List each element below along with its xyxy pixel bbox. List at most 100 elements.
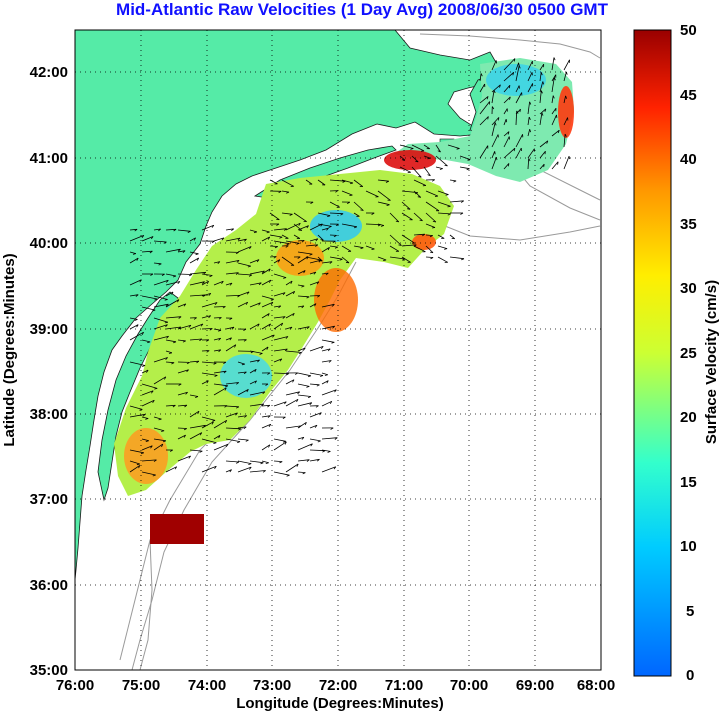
velocity-arrow-head bbox=[177, 248, 181, 252]
velocity-arrow-head bbox=[445, 194, 449, 196]
velocity-arrow-head bbox=[519, 109, 521, 113]
velocity-arrow-head bbox=[213, 362, 217, 365]
velocity-arrow-head bbox=[316, 281, 320, 285]
velocity-arrow bbox=[297, 256, 309, 264]
velocity-arrow bbox=[153, 357, 168, 363]
velocity-arrow bbox=[503, 119, 507, 126]
velocity-arrow bbox=[285, 280, 293, 286]
velocity-arrow bbox=[539, 63, 545, 71]
y-axis-ticks: 42:00 41:00 40:00 39:00 38:00 37:00 36:0… bbox=[30, 64, 68, 679]
velocity-arrow bbox=[177, 250, 186, 253]
velocity-arrow bbox=[309, 449, 326, 452]
y-tick-label: 40:00 bbox=[30, 235, 68, 252]
velocity-arrow-head bbox=[256, 259, 260, 263]
velocity-arrow bbox=[281, 212, 293, 215]
velocity-arrow bbox=[413, 212, 423, 221]
velocity-arrow-head bbox=[161, 430, 165, 432]
velocity-arrow bbox=[261, 460, 269, 464]
velocity-arrow bbox=[153, 438, 166, 442]
velocity-arrow-head bbox=[284, 348, 288, 352]
velocity-arrow-head bbox=[247, 265, 251, 268]
velocity-arrow-head bbox=[324, 374, 328, 376]
velocity-arrow-head bbox=[331, 341, 335, 344]
velocity-arrow bbox=[341, 223, 357, 228]
velocity-arrow bbox=[297, 459, 310, 462]
velocity-arrow-head bbox=[152, 309, 156, 312]
velocity-arrow-head bbox=[146, 369, 149, 373]
velocity-arrow bbox=[213, 237, 225, 242]
velocity-arrow bbox=[435, 155, 448, 167]
velocity-arrow bbox=[503, 58, 516, 71]
velocity-arrow-head bbox=[173, 341, 177, 344]
velocity-arrow-head bbox=[145, 418, 149, 420]
velocity-arrow bbox=[491, 90, 495, 104]
velocity-arrow-head bbox=[267, 404, 271, 408]
velocity-arrow-head bbox=[206, 339, 210, 342]
velocity-arrow bbox=[177, 427, 187, 429]
velocity-arrow-head bbox=[296, 399, 299, 403]
velocity-arrow-head bbox=[193, 317, 197, 320]
velocity-arrow-head bbox=[317, 295, 321, 298]
velocity-arrow bbox=[141, 438, 149, 442]
velocity-arrow-head bbox=[189, 274, 193, 277]
velocity-arrow bbox=[449, 179, 457, 182]
velocity-arrow bbox=[479, 145, 489, 159]
velocity-arrow bbox=[281, 179, 294, 187]
colorbar-tick-label: 25 bbox=[680, 345, 697, 362]
velocity-arrow-head bbox=[286, 243, 290, 246]
velocity-arrow-head bbox=[171, 291, 174, 295]
velocity-arrow-head bbox=[211, 224, 215, 228]
velocity-arrow-head bbox=[259, 353, 263, 355]
velocity-arrow-head bbox=[334, 437, 338, 440]
velocity-arrow-head bbox=[402, 258, 406, 261]
velocity-arrow-head bbox=[165, 357, 168, 361]
velocity-arrow bbox=[213, 443, 229, 451]
velocity-arrow bbox=[309, 271, 317, 275]
velocity-arrow-head bbox=[277, 259, 281, 263]
velocity-arrow bbox=[237, 389, 249, 396]
velocity-arrow bbox=[539, 90, 542, 104]
velocity-arrow-head bbox=[246, 291, 250, 295]
velocity-arrow-head bbox=[335, 190, 339, 193]
colorbar-tick-label: 45 bbox=[680, 87, 697, 104]
velocity-arrow-head bbox=[236, 382, 239, 385]
velocity-arrow-head bbox=[169, 449, 173, 452]
velocity-arrow bbox=[273, 372, 289, 374]
velocity-arrow-head bbox=[315, 238, 319, 242]
velocity-arrow-head bbox=[262, 470, 266, 473]
velocity-arrow-head bbox=[278, 190, 282, 194]
velocity-arrow bbox=[297, 295, 310, 298]
velocity-arrow bbox=[321, 325, 335, 330]
velocity-arrow bbox=[321, 360, 332, 363]
velocity-arrow bbox=[273, 316, 286, 319]
velocity-arrow bbox=[237, 460, 252, 464]
velocity-arrow-head bbox=[466, 168, 470, 171]
velocity-arrow bbox=[459, 166, 470, 170]
velocity-arrow-head bbox=[183, 428, 187, 431]
velocity-arrow-head bbox=[453, 180, 457, 183]
velocity-arrow-head bbox=[279, 358, 283, 362]
velocity-arrow-head bbox=[564, 133, 567, 137]
velocity-arrow bbox=[297, 394, 311, 397]
velocity-arrow-head bbox=[139, 409, 143, 411]
velocity-arrow-head bbox=[245, 301, 249, 305]
velocity-arrow bbox=[309, 303, 317, 308]
velocity-arrow bbox=[297, 326, 310, 330]
velocity-arrow-head bbox=[509, 96, 511, 100]
velocity-arrow-head bbox=[422, 233, 426, 237]
velocity-arrow-head bbox=[199, 432, 203, 436]
velocity-arrow bbox=[365, 190, 379, 198]
velocity-arrow bbox=[165, 316, 182, 319]
velocity-arrow-head bbox=[203, 271, 207, 275]
velocity-arrow bbox=[425, 256, 434, 258]
velocity-arrow bbox=[309, 424, 318, 429]
velocity-arrow-head bbox=[307, 396, 311, 399]
velocity-arrow bbox=[273, 259, 281, 264]
velocity-arrow bbox=[213, 349, 221, 352]
velocity-arrow bbox=[189, 338, 202, 341]
velocity-arrow bbox=[377, 256, 387, 261]
velocity-arrow bbox=[527, 129, 531, 137]
velocity-arrow-head bbox=[224, 420, 228, 424]
velocity-arrow-head bbox=[161, 273, 165, 276]
velocity-arrow-head bbox=[268, 279, 272, 283]
